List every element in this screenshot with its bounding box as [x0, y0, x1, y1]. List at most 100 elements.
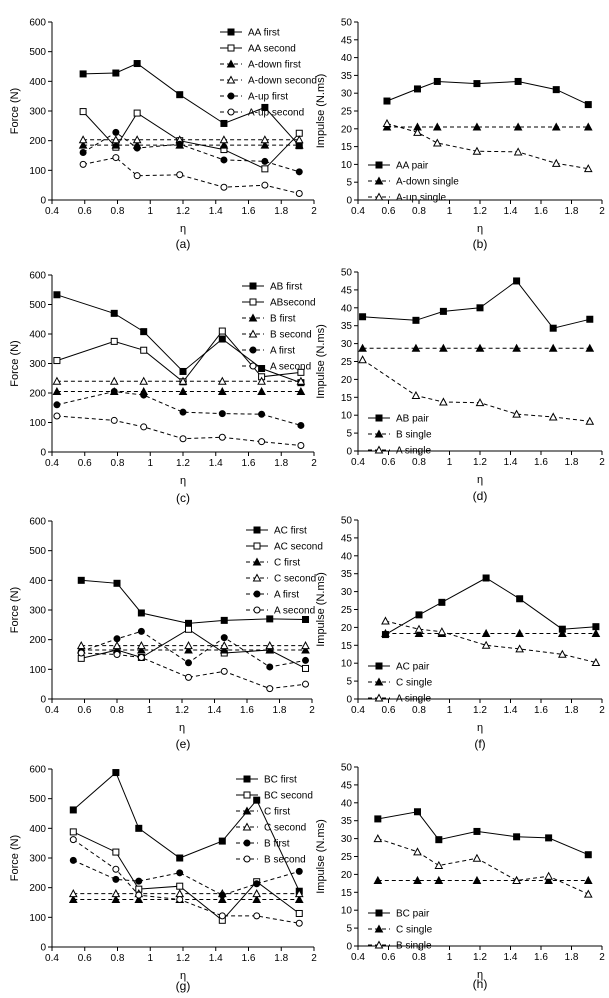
legend-swatch-marker-absecond-c — [249, 298, 257, 306]
y-tick-label-b: 50 — [341, 18, 353, 29]
data-point-c-single-f — [591, 628, 601, 637]
legend-c: AB first ABsecond B first B second A first A … — [242, 282, 316, 373]
y-tick-label-h: 25 — [341, 852, 353, 863]
panel-caption-c: (c) — [176, 491, 190, 505]
legend-swatch-marker-bc-first-g — [243, 775, 251, 783]
chart-panel-f: 0 5 10 15 20 25 30 35 40 45 50 0.4 0.6 0.8 1 1.2 1.4 1.6 1… — [315, 516, 605, 752]
data-point-a-up-single-b — [551, 158, 561, 167]
data-point-b-first-g — [135, 877, 143, 885]
data-point-ab-pair-d — [476, 304, 484, 312]
data-point-bc-pair-h — [473, 827, 481, 835]
data-point-a-first-c — [110, 388, 118, 396]
data-point-ab-first-c — [53, 291, 61, 299]
y-tick-label-d: 0 — [346, 447, 352, 458]
data-point-c-first-e — [184, 645, 193, 654]
data-point-bc-pair-h — [413, 808, 421, 816]
legend-label-bc-second-g: BC second — [264, 791, 313, 802]
y-tick-label-d: 10 — [341, 411, 353, 422]
data-point-b-second-c — [257, 376, 266, 385]
legend-swatch-marker-a-down-second-a — [226, 75, 236, 84]
data-point-a-single-d — [548, 412, 558, 421]
data-point-b-first-c — [52, 386, 62, 396]
data-point-a-up-first-a — [133, 144, 141, 152]
legend-swatch-marker-ac-first-e — [253, 526, 261, 534]
y-tick-label-h: 40 — [341, 798, 353, 809]
y-tick-label-b: 35 — [341, 71, 353, 82]
data-point-b-first-c — [257, 386, 266, 396]
legend-label-a-up-first-a: A-up first — [248, 92, 288, 103]
y-tick-label-h: 45 — [341, 780, 353, 791]
x-axis-title-f: η — [477, 722, 483, 734]
data-point-ab-first-c — [110, 309, 118, 317]
series-a-down-single-b — [382, 122, 593, 131]
y-tick-label-b: 30 — [341, 89, 353, 100]
legend-swatch-marker-a-first-e — [253, 590, 261, 598]
panel-caption-d: (d) — [473, 489, 488, 503]
x-tick-label-e: 0.8 — [110, 705, 124, 716]
data-point-b-second-c — [139, 376, 149, 385]
data-point-b-single-d — [475, 343, 485, 352]
x-tick-label-f: 2 — [599, 705, 605, 716]
x-tick-label-d: 1.6 — [534, 457, 548, 468]
chart-panel-a: 0 100 200 300 400 500 600 0.4 0.6 0.8 1 1.2 1.4 1.6 1.… — [9, 18, 317, 252]
data-point-absecond-c — [53, 357, 61, 365]
data-point-a-down-second-a — [294, 135, 304, 144]
data-point-a-up-second-a — [295, 189, 303, 197]
legend-swatch-marker-c-first-g — [242, 806, 252, 815]
y-tick-label-f: 15 — [341, 641, 353, 652]
y-tick-label-b: 15 — [341, 142, 353, 153]
data-point-absecond-c — [297, 368, 305, 376]
data-point-c-second-g — [68, 889, 78, 898]
data-point-a-up-second-a — [220, 183, 228, 191]
y-tick-label-a: 300 — [29, 107, 46, 118]
panel-caption-f: (f) — [474, 737, 485, 751]
data-point-a-second-e — [266, 685, 274, 693]
legend-swatch-marker-aa-pair-b — [375, 161, 383, 169]
y-tick-label-d: 15 — [341, 393, 353, 404]
data-point-b-first-g — [218, 891, 226, 899]
data-point-ac-pair-f — [482, 574, 490, 582]
data-point-aa-first-a — [112, 69, 120, 77]
legend-label-ac-second-e: AC second — [274, 542, 323, 553]
data-point-b-first-g — [253, 880, 261, 888]
x-tick-label-f: 1.4 — [504, 705, 518, 716]
data-point-a-second-c — [258, 438, 266, 446]
data-point-a-first-c — [53, 401, 61, 409]
legend-swatch-marker-c-second-e — [252, 573, 262, 582]
y-tick-label-d: 25 — [341, 357, 353, 368]
data-point-b-second-g — [69, 836, 77, 844]
data-point-b-second-g — [295, 919, 303, 927]
series-b-second-c — [52, 376, 306, 385]
x-tick-label-a: 1 — [147, 206, 153, 217]
chart-panel-e: 0 100 200 300 400 500 600 0.4 0.6 0.8 1 1.2 1.4 1.6 1.… — [9, 517, 323, 752]
x-tick-label-g: 1.8 — [274, 953, 288, 964]
y-tick-label-f: 35 — [341, 569, 353, 580]
legend-swatch-marker-b-second-g — [243, 855, 251, 863]
y-tick-label-d: 35 — [341, 321, 353, 332]
data-point-aa-first-a — [261, 103, 269, 111]
data-point-a-up-single-b — [382, 118, 392, 127]
data-point-a-single-d — [411, 390, 421, 400]
legend-swatch-marker-a-single-d — [374, 445, 384, 454]
data-point-b-second-c — [52, 376, 62, 385]
y-tick-label-c: 0 — [40, 448, 46, 459]
legend-swatch-marker-c-single-h — [374, 924, 384, 933]
series-a-second-c — [53, 412, 305, 450]
x-tick-label-g: 0.6 — [78, 953, 92, 964]
data-point-a-first-c — [258, 410, 266, 418]
data-point-a-first-e — [185, 659, 192, 667]
data-point-c-single-h — [413, 875, 422, 884]
data-point-absecond-c — [140, 346, 148, 354]
data-point-ab-pair-d — [412, 316, 420, 324]
data-point-a-single-d — [512, 409, 521, 418]
data-point-b-single-d — [439, 343, 448, 352]
y-tick-label-g: 0 — [40, 943, 46, 954]
panel-caption-g: (g) — [176, 979, 191, 993]
data-point-a-second-e — [185, 673, 192, 681]
data-point-a-second-c — [297, 442, 305, 450]
series-line-b-single-h — [377, 838, 589, 895]
x-axis-title-a: η — [180, 223, 186, 235]
panel-caption-a: (a) — [176, 237, 191, 251]
data-point-a-up-first-a — [79, 149, 87, 157]
legend-label-b-single-h: B single — [396, 941, 432, 952]
